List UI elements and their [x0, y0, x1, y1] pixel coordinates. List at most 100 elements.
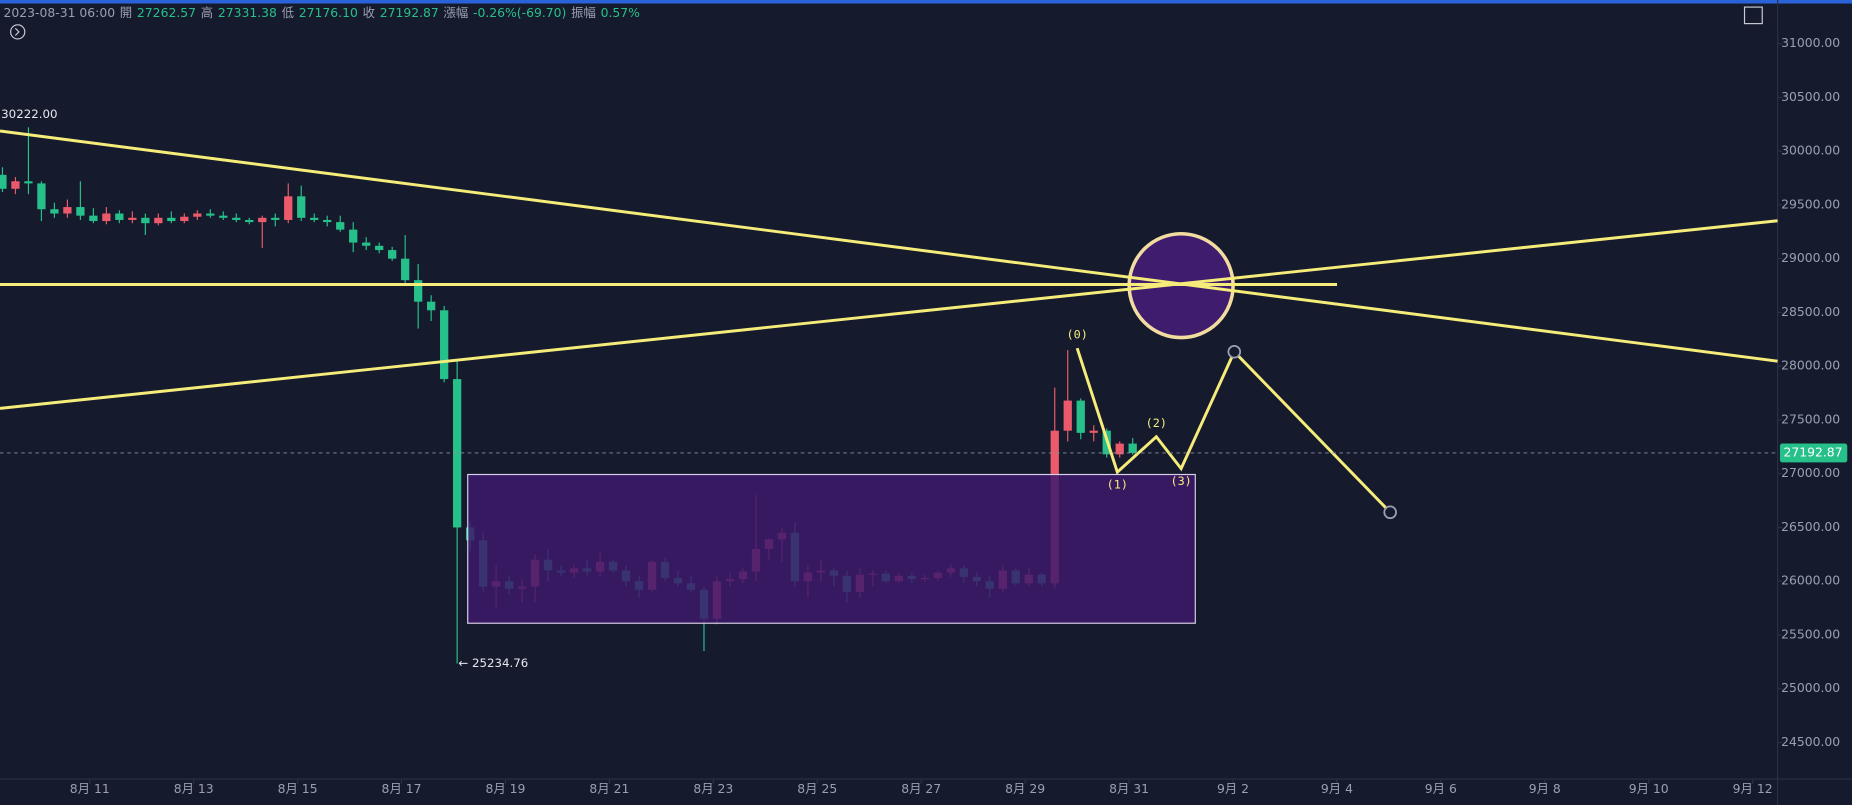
wave-point	[1227, 344, 1242, 359]
y-tick-label: 25500.00	[1781, 626, 1840, 641]
candle-body	[271, 217, 280, 220]
header-item: 27192.87	[380, 4, 439, 19]
wave-path	[1075, 347, 1392, 514]
wave-label: (1)	[1107, 478, 1128, 492]
header-item: 2023-08-31 06:00	[4, 4, 116, 19]
x-tick-label: 8月 31	[1109, 781, 1149, 796]
header-item: 振幅	[571, 4, 596, 19]
header-item: 27176.10	[299, 4, 358, 19]
header-item: 高	[201, 4, 213, 19]
candle-body	[37, 183, 46, 210]
y-tick-label: 29500.00	[1781, 196, 1840, 211]
x-tick-label: 9月 8	[1529, 781, 1561, 796]
x-tick-label: 8月 19	[485, 781, 525, 796]
candle-body	[180, 216, 189, 222]
last-price-badge	[1779, 443, 1848, 463]
candle-body	[440, 310, 449, 380]
fullscreen-icon[interactable]	[1743, 6, 1763, 25]
x-tick-label: 8月 27	[901, 781, 941, 796]
candle-body	[453, 379, 462, 528]
collapse-icon-arrow	[14, 27, 20, 36]
x-tick-label: 8月 23	[693, 781, 733, 796]
candle-body	[232, 217, 241, 220]
candle-body	[336, 222, 345, 230]
x-tick-label: 8月 17	[382, 781, 422, 796]
candle-body	[115, 213, 124, 220]
header-item: 低	[282, 4, 294, 19]
candle-body	[206, 213, 215, 216]
candle-body	[167, 217, 176, 222]
drawings: (0) (1) (2) (3)	[0, 129, 1778, 624]
top-bar	[0, 0, 1852, 4]
candle-body	[11, 181, 20, 189]
header-item: 漲幅	[444, 4, 469, 19]
candle-body	[1089, 430, 1098, 433]
candle-body	[24, 181, 33, 184]
header-item: 收	[363, 4, 375, 19]
range-box	[467, 473, 1196, 624]
candle-body	[0, 174, 7, 189]
x-tick-label: 8月 25	[797, 781, 837, 796]
trend-line	[0, 219, 1778, 410]
candle-body	[50, 209, 59, 214]
ohlc-header: 2023-08-31 06:00 開 27262.57 高 27331.38 低 27176…	[4, 4, 641, 19]
candle-body	[141, 217, 150, 224]
wave-label: (2)	[1146, 416, 1167, 430]
header-item: -0.26%(-69.70)	[473, 4, 566, 19]
x-tick-label: 8月 21	[589, 781, 629, 796]
candle-body	[323, 219, 332, 223]
y-tick-label: 26500.00	[1781, 519, 1840, 534]
y-tick-label: 24500.00	[1781, 734, 1840, 749]
y-tick-label: 30500.00	[1781, 89, 1840, 104]
candle-body	[427, 301, 436, 311]
candle-body	[349, 229, 358, 243]
y-tick-label: 26000.00	[1781, 573, 1840, 588]
candle-body	[414, 280, 423, 302]
x-tick-label: 9月 12	[1733, 781, 1773, 796]
x-tick-label: 8月 29	[1005, 781, 1045, 796]
header-item: 0.57%	[601, 4, 641, 19]
candle-body	[401, 258, 410, 281]
y-tick-label: 30000.00	[1781, 143, 1840, 158]
candle-body	[76, 207, 85, 216]
header-item: 27262.57	[137, 4, 196, 19]
candle-body	[297, 196, 306, 218]
x-tick-label: 9月 10	[1629, 781, 1669, 796]
candle-body	[63, 207, 72, 214]
x-tick-label: 8月 13	[174, 781, 214, 796]
candle-body	[310, 217, 319, 220]
header-item: 27331.38	[218, 4, 277, 19]
y-tick-label: 31000.00	[1781, 35, 1840, 50]
candle-body	[375, 245, 384, 251]
collapse-icon[interactable]	[10, 24, 26, 40]
wave-label: (3)	[1170, 474, 1191, 488]
candle-body	[258, 217, 267, 223]
candle-body	[362, 242, 371, 246]
candle-body	[102, 213, 111, 222]
candle-body	[284, 196, 293, 220]
y-tick-label: 28000.00	[1781, 358, 1840, 373]
x-tick-label: 9月 6	[1425, 781, 1457, 796]
candle-body	[89, 215, 98, 222]
last-price-label: 27192.87	[1783, 444, 1842, 459]
candle-body	[128, 217, 137, 220]
candle-body	[1128, 443, 1137, 453]
wave-point	[1383, 505, 1397, 520]
x-tick-label: 9月 4	[1321, 781, 1353, 796]
y-tick-label: 28500.00	[1781, 304, 1840, 319]
y-tick-label: 27500.00	[1781, 411, 1840, 426]
candle-body	[1076, 400, 1085, 433]
candle-body	[245, 219, 254, 223]
high-marker: 30222.00	[1, 107, 57, 121]
trend-line	[0, 129, 1778, 363]
wave-label: (0)	[1067, 328, 1088, 342]
candle-body	[154, 217, 163, 224]
x-tick-label: 8月 11	[70, 781, 110, 796]
candle-body	[1115, 443, 1124, 455]
y-tick-label: 27000.00	[1781, 465, 1840, 480]
candle-body	[193, 213, 202, 217]
y-tick-label: 29000.00	[1781, 250, 1840, 265]
x-tick-label: 9月 2	[1217, 781, 1249, 796]
